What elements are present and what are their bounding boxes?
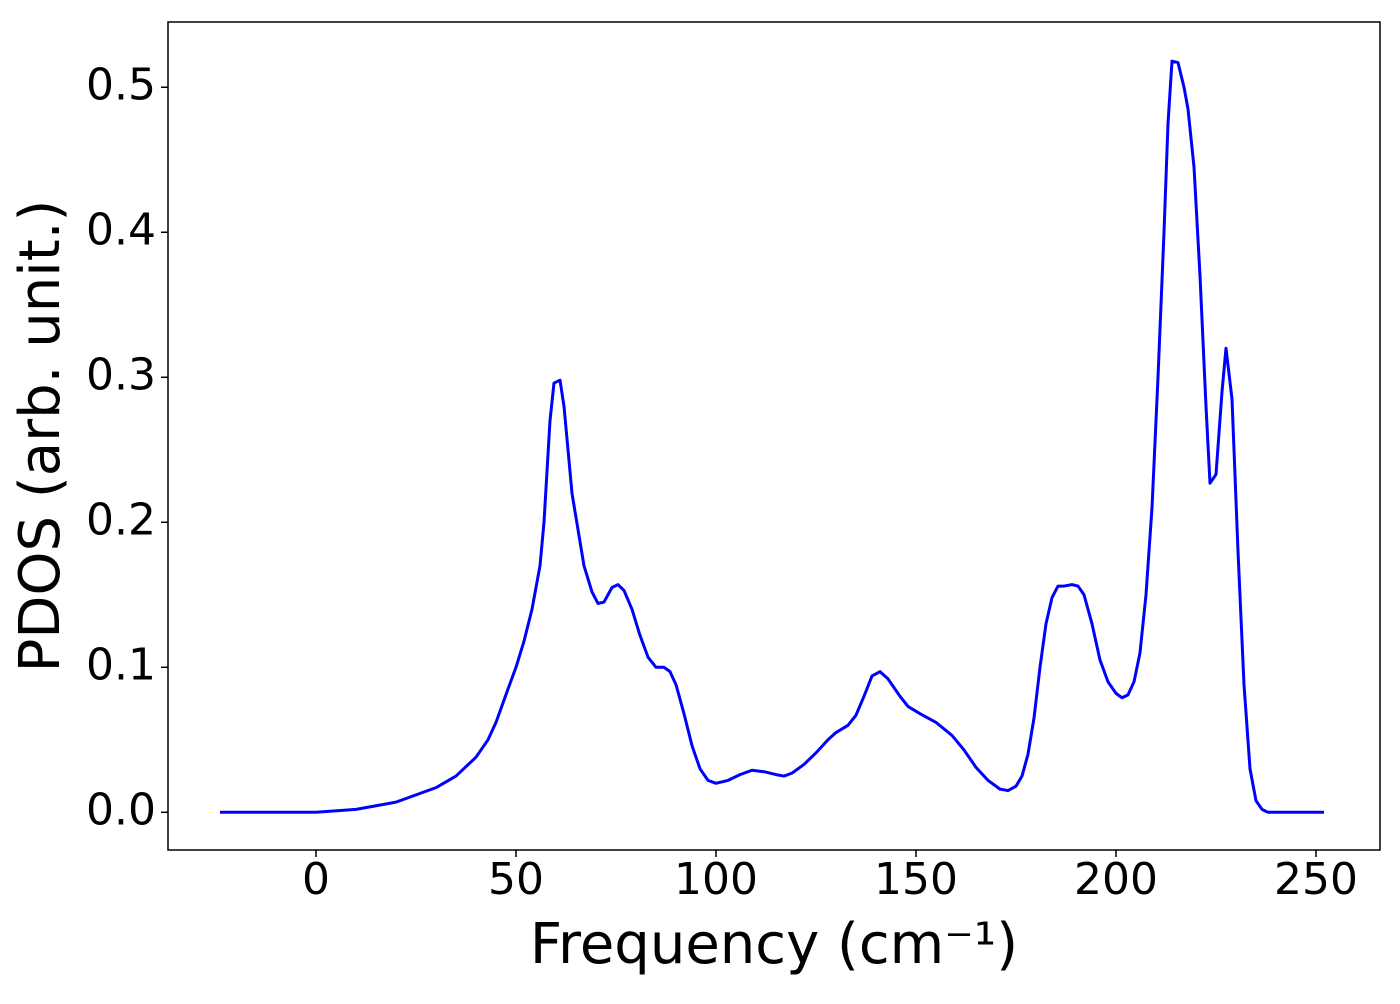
x-axis-label: Frequency (cm⁻¹)	[530, 912, 1018, 977]
plot-frame	[167, 21, 1381, 851]
x-tick-label: 50	[488, 854, 544, 905]
x-tick-label: 200	[1074, 854, 1158, 905]
y-tick-label: 0.2	[86, 494, 156, 545]
data-line	[220, 59, 1324, 814]
y-axis-label: PDOS (arb. unit.)	[8, 200, 73, 673]
x-tick-label: 150	[874, 854, 958, 905]
y-tick-label: 0.4	[86, 204, 156, 255]
y-tick-label: 0.1	[86, 639, 156, 690]
x-tick-label: 100	[674, 854, 758, 905]
x-tick-label: 0	[302, 854, 330, 905]
y-tick-label: 0.0	[86, 784, 156, 835]
x-tick-label: 250	[1274, 854, 1358, 905]
y-tick-label: 0.5	[86, 59, 156, 110]
y-tick-label: 0.3	[86, 349, 156, 400]
